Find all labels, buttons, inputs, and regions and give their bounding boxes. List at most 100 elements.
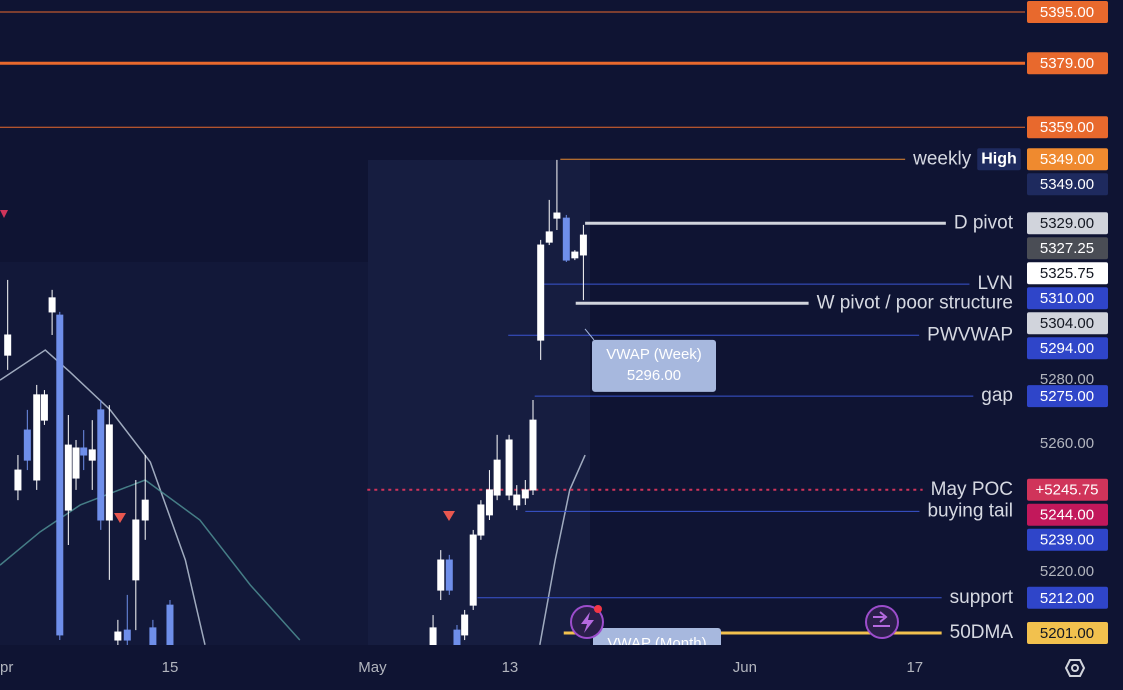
candle-body: [166, 604, 174, 645]
y-tick-label: 5260.00: [1040, 435, 1094, 452]
price-label: 5244.00: [1040, 507, 1094, 524]
price-label-box: [1027, 148, 1108, 171]
indicator-line: [0, 349, 206, 645]
callout-label: VWAP (Week): [606, 346, 702, 363]
level-label: buying tail: [927, 500, 1013, 521]
x-tick-label: 15: [162, 659, 179, 676]
price-label-box: [1027, 586, 1108, 609]
price-label: 5325.75: [1040, 265, 1094, 282]
candle-body: [579, 234, 587, 256]
candle-body: [445, 559, 453, 591]
level-tag-box: [977, 148, 1021, 171]
candle-body: [485, 489, 493, 516]
price-label-box: [1027, 503, 1108, 526]
marker: [114, 513, 126, 523]
price-label-box: [1027, 621, 1108, 644]
alert-icon[interactable]: [570, 605, 604, 639]
time-axis: [0, 645, 1025, 690]
candle-body: [56, 314, 64, 636]
candle-body: [132, 519, 140, 581]
settings-icon[interactable]: [1064, 659, 1086, 677]
price-label-box: [1027, 385, 1108, 408]
x-tick-label: 13: [502, 659, 519, 676]
price-label: 5275.00: [1040, 388, 1094, 405]
candle-body: [64, 444, 72, 511]
price-label: 5294.00: [1040, 340, 1094, 357]
marker: [0, 210, 8, 218]
candle-body: [429, 627, 437, 645]
price-label: 5395.00: [1040, 4, 1094, 21]
replay-icon[interactable]: [865, 605, 899, 639]
y-tick-label: 5280.00: [1040, 371, 1094, 388]
candle-body: [141, 499, 149, 521]
price-label: 5349.00: [1040, 176, 1094, 193]
candle-body: [461, 614, 469, 636]
level-label: LVN: [977, 273, 1013, 294]
level-label: May POC: [931, 479, 1013, 500]
price-label: 5359.00: [1040, 119, 1094, 136]
candle-body: [513, 494, 521, 506]
price-label: 5212.00: [1040, 590, 1094, 607]
callout-pointer: [584, 328, 595, 341]
level-label: gap: [981, 385, 1013, 406]
shade: [368, 160, 590, 645]
candle-body: [505, 439, 513, 496]
candle-body: [521, 489, 529, 499]
x-tick-label: May: [358, 659, 387, 676]
candle-body: [553, 212, 561, 219]
level-label: support: [950, 587, 1014, 608]
price-label: 5349.00: [1040, 151, 1094, 168]
callout-value: 5296.00: [627, 367, 681, 384]
candle-body: [123, 629, 131, 641]
price-label: 5304.00: [1040, 315, 1094, 332]
level-tag: High: [981, 150, 1017, 167]
candle-body: [571, 251, 579, 259]
candle-body: [469, 534, 477, 606]
candle-body: [88, 449, 96, 461]
price-label: 5310.00: [1040, 290, 1094, 307]
price-label: 5327.25: [1040, 240, 1094, 257]
candle-body: [493, 459, 501, 496]
candle-body: [80, 447, 88, 456]
candle-body: [562, 217, 570, 261]
level-label: W pivot / poor structure: [817, 292, 1013, 313]
price-label: 5329.00: [1040, 215, 1094, 232]
price-label-box: [1027, 528, 1108, 551]
price-label-box: [1027, 262, 1108, 285]
level-label: 50DMA: [950, 622, 1014, 643]
candle-body: [4, 334, 12, 356]
price-label-box: [1027, 212, 1108, 235]
price-label-box: [1027, 116, 1108, 139]
candle-body: [529, 419, 537, 491]
candle-body: [453, 629, 461, 645]
x-tick-label: 17: [906, 659, 923, 676]
candle-body: [14, 469, 22, 491]
candle-body: [437, 559, 445, 591]
candle-body: [545, 231, 553, 243]
callout-label: VWAP (Month): [607, 635, 706, 652]
x-tick-label: Apr: [0, 659, 13, 676]
marker: [443, 511, 455, 521]
price-label-box: [1027, 237, 1108, 260]
candle-body: [537, 244, 545, 341]
candle-body: [33, 394, 41, 481]
candle-body: [477, 504, 485, 536]
price-label-box: [1027, 287, 1108, 310]
candle-body: [40, 394, 48, 421]
price-label: 5201.00: [1040, 625, 1094, 642]
price-label-box: [1027, 173, 1108, 196]
price-label: 5379.00: [1040, 55, 1094, 72]
callout-box: [593, 628, 721, 645]
candle-body: [149, 627, 157, 645]
price-label: +5245.75: [1036, 482, 1099, 499]
x-tick-label: Jun: [733, 659, 757, 676]
shade: [0, 262, 370, 645]
candle-body: [72, 447, 80, 479]
candle-body: [97, 409, 105, 521]
candle-body: [105, 424, 113, 521]
callout-box: [592, 339, 716, 392]
candle-body: [114, 631, 122, 641]
candle-body: [48, 297, 56, 313]
